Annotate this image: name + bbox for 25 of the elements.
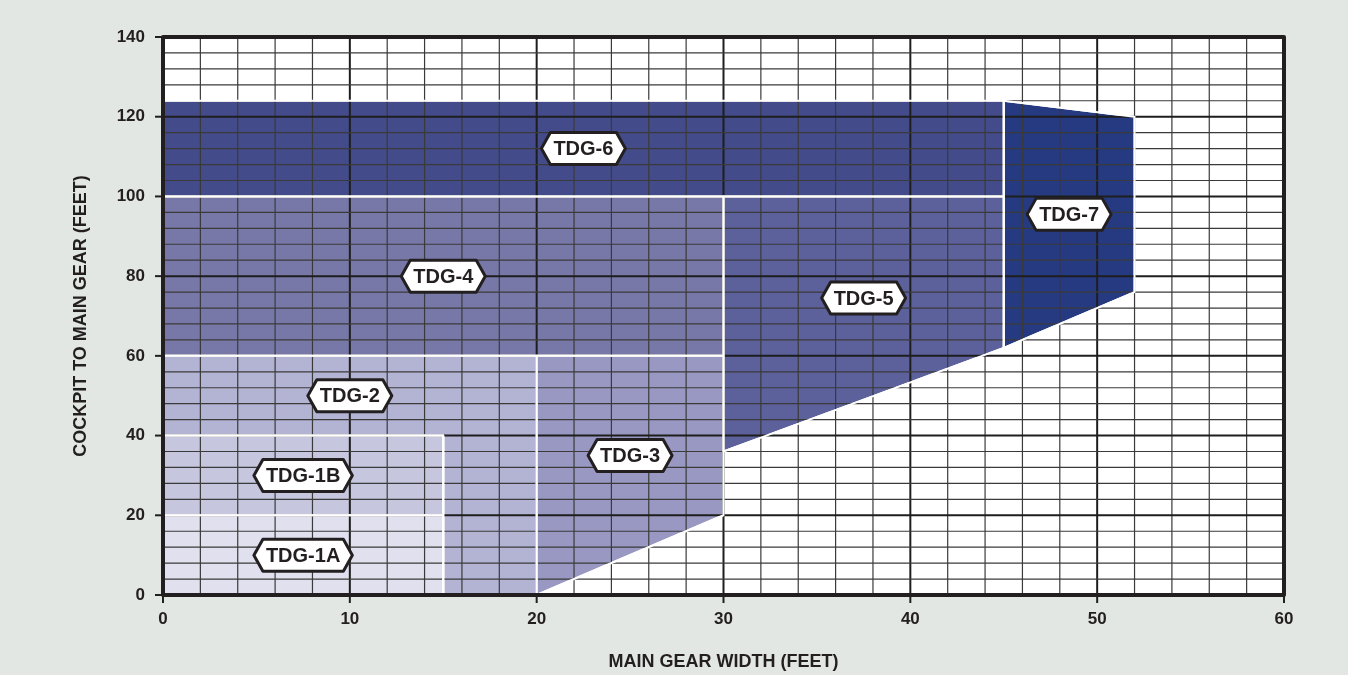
series-label: TDG-5 bbox=[833, 286, 894, 309]
x-tick-label: 20 bbox=[527, 608, 547, 628]
series-label: TDG-3 bbox=[600, 444, 661, 467]
y-tick-label: 40 bbox=[126, 425, 145, 445]
x-tick-label: 40 bbox=[900, 608, 920, 628]
x-tick-label: 50 bbox=[1087, 608, 1107, 628]
series-label: TDG-7 bbox=[1039, 202, 1100, 225]
x-tick-label: 0 bbox=[158, 608, 168, 628]
y-tick-label: 120 bbox=[116, 106, 145, 126]
series-label: TDG-1B bbox=[265, 463, 341, 486]
y-tick-label: 80 bbox=[126, 265, 145, 285]
series-label: TDG-6 bbox=[553, 137, 614, 160]
x-tick-label: 30 bbox=[714, 608, 733, 628]
series-label: TDG-2 bbox=[319, 384, 380, 407]
y-tick-label: 20 bbox=[126, 504, 145, 524]
series-label: TDG-4 bbox=[413, 264, 475, 287]
series-label: TDG-1A bbox=[265, 543, 341, 566]
x-axis-title: MAIN GEAR WIDTH (FEET) bbox=[608, 651, 839, 672]
y-tick-label: 60 bbox=[126, 345, 145, 365]
y-axis-title: COCKPIT TO MAIN GEAR (FEET) bbox=[69, 175, 90, 457]
x-tick-label: 60 bbox=[1274, 608, 1294, 628]
y-tick-label: 0 bbox=[135, 584, 145, 604]
y-tick-label: 100 bbox=[116, 186, 145, 206]
y-tick-label: 140 bbox=[116, 26, 145, 46]
x-tick-label: 10 bbox=[340, 608, 360, 628]
